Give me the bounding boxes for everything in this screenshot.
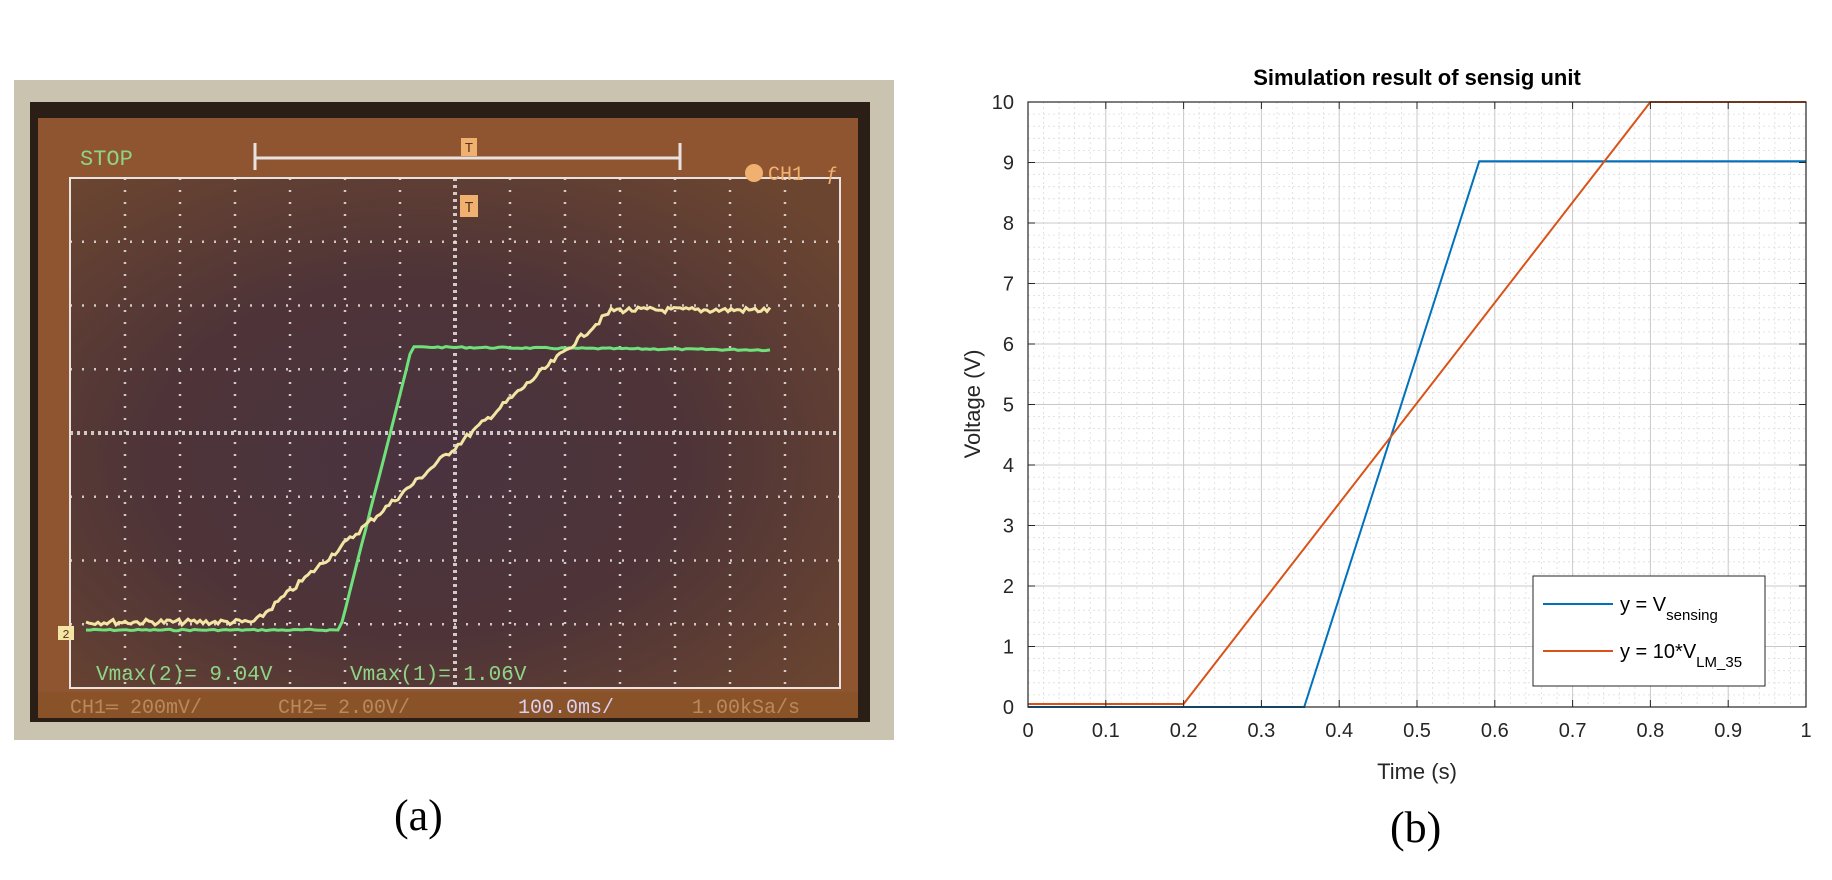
stop-status: STOP <box>80 147 133 172</box>
legend-label-lm35: y = 10*VLM_35 <box>1620 641 1742 671</box>
y-tick-label: 5 <box>1003 395 1014 417</box>
trigger-marker-top-label: T <box>465 141 473 157</box>
ch2-trace <box>85 344 771 633</box>
oscilloscope-photo: T T STOP CH1 ƒ 2 Vmax(2)= 9.04V Vmax(1)=… <box>14 80 894 740</box>
trigger-marker-screen <box>460 195 478 217</box>
ch1-trace <box>85 305 772 628</box>
trigger-position-bar <box>253 143 682 170</box>
x-tick-label: 0.9 <box>1714 720 1742 742</box>
x-tick-label: 0.8 <box>1636 720 1664 742</box>
x-tick-label: 0.5 <box>1403 720 1431 742</box>
x-tick-label: 0.1 <box>1092 720 1120 742</box>
ch2-scale: CH2═ 2.00V/ <box>278 697 410 720</box>
x-tick-label: 0.4 <box>1325 720 1353 742</box>
x-ticks: 0 0.1 0.2 0.3 0.4 0.5 0.6 0.7 0.8 0.9 1 <box>1022 102 1812 742</box>
y-tick-label: 8 <box>1003 213 1014 235</box>
x-tick-label: 0 <box>1022 720 1033 742</box>
legend: y = Vsensing y = 10*VLM_35 <box>1532 575 1766 687</box>
x-tick-label: 0.6 <box>1481 720 1509 742</box>
x-tick-label: 1 <box>1800 720 1811 742</box>
trigger-icon <box>745 164 763 182</box>
x-tick-label: 0.7 <box>1559 720 1587 742</box>
sample-rate: 1.00kSa/s <box>692 697 800 720</box>
legend-label-sensing: y = Vsensing <box>1620 594 1718 624</box>
y-tick-label: 2 <box>1003 576 1014 598</box>
minor-grid <box>1028 102 1806 707</box>
scope-status-bar <box>38 692 858 718</box>
y-axis-label: Voltage (V) <box>960 350 985 459</box>
y-tick-label: 6 <box>1003 334 1014 356</box>
x-axis-label: Time (s) <box>1377 759 1457 784</box>
x-tick-label: 0.2 <box>1170 720 1198 742</box>
y-tick-label: 7 <box>1003 274 1014 296</box>
legend-box <box>1532 575 1766 687</box>
y-ticks: 0 1 2 3 4 5 6 7 8 9 10 <box>992 92 1806 719</box>
y-tick-label: 4 <box>1003 455 1014 477</box>
ch1-scale: CH1═ 200mV/ <box>70 697 202 720</box>
trigger-marker-top <box>461 138 477 156</box>
caption-b: (b) <box>1390 803 1442 852</box>
chart-title: Simulation result of sensig unit <box>1253 65 1581 90</box>
x-tick-label: 0.3 <box>1247 720 1275 742</box>
vmax1-readout: Vmax(1)= 1.06V <box>350 664 527 687</box>
ground-marker <box>58 626 74 640</box>
y-tick-label: 9 <box>1003 153 1014 175</box>
y-tick-label: 10 <box>992 92 1014 114</box>
trigger-channel: CH1 <box>768 164 804 187</box>
scope-graticule-border <box>69 177 841 689</box>
vmax2-readout: Vmax(2)= 9.04V <box>96 664 273 687</box>
caption-a: (a) <box>394 791 443 840</box>
y-tick-label: 0 <box>1003 697 1014 719</box>
trigger-edge-icon: ƒ <box>826 164 838 187</box>
y-tick-label: 1 <box>1003 637 1014 659</box>
ground-marker-label: 2 <box>62 628 69 642</box>
trigger-marker-screen-label: T <box>464 200 473 217</box>
y-tick-label: 3 <box>1003 516 1014 538</box>
scope-grid <box>70 178 840 688</box>
timebase: 100.0ms/ <box>518 697 614 720</box>
